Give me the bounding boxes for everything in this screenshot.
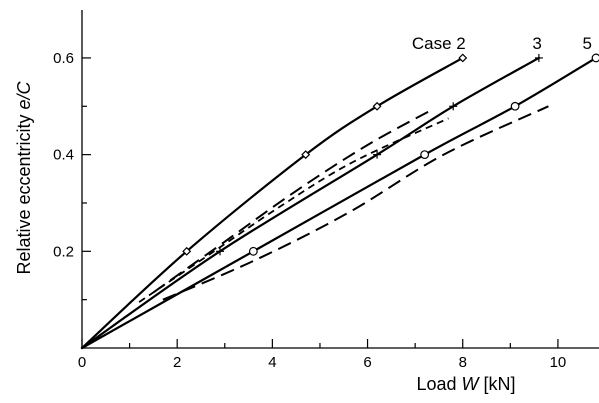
y-axis-label: Relative eccentricity e/C xyxy=(14,80,34,274)
x-axis-label-text: Load xyxy=(416,374,461,394)
y-tick-label: 0.6 xyxy=(53,50,74,67)
diamond-marker xyxy=(182,246,192,256)
diamond-marker xyxy=(458,53,468,63)
y-axis-label-symbol: e/C xyxy=(14,80,34,109)
tick-labels: 0 2 4 6 8 10 0.2 0.4 0.6 xyxy=(53,50,566,371)
x-tick-label: 4 xyxy=(268,354,276,371)
plus-marker xyxy=(534,53,543,62)
plus-marker xyxy=(216,247,225,256)
plus-marker xyxy=(449,102,458,111)
y-tick-label: 0.4 xyxy=(53,147,74,164)
x-tick-label: 10 xyxy=(550,354,567,371)
x-tick-label: 8 xyxy=(459,354,467,371)
series-labels: Case 2 3 5 xyxy=(412,34,592,53)
circle-marker xyxy=(420,150,430,160)
x-tick-label: 2 xyxy=(173,354,181,371)
dashed-curve-3 xyxy=(162,105,549,301)
x-axis-label-symbol: W xyxy=(462,374,481,394)
circle-marker xyxy=(591,53,599,63)
series-curve-2 xyxy=(80,56,540,350)
series-curve-3 xyxy=(80,56,598,350)
series-label: 3 xyxy=(532,34,541,53)
dashed-curve-2 xyxy=(138,117,449,303)
x-axis-label: Load W [kN] xyxy=(416,374,515,394)
series-label: 5 xyxy=(583,34,592,53)
diamond-marker xyxy=(372,101,382,111)
diamond-marker xyxy=(301,150,311,160)
plus-marker xyxy=(373,150,382,159)
y-axis-label-text: Relative eccentricity xyxy=(14,109,34,274)
y-tick-label: 0.2 xyxy=(53,243,74,260)
series-curve-1 xyxy=(80,56,464,350)
curves xyxy=(80,56,598,350)
x-tick-label: 0 xyxy=(78,354,86,371)
axes xyxy=(81,10,599,349)
markers xyxy=(182,53,599,256)
series-label: Case 2 xyxy=(412,34,466,53)
circle-marker xyxy=(248,246,258,256)
x-axis-label-unit: [kN] xyxy=(479,374,516,394)
dashed-curve-1 xyxy=(152,110,430,294)
x-tick-label: 6 xyxy=(363,354,371,371)
ticks xyxy=(81,57,559,348)
dashed-curves xyxy=(138,105,549,303)
circle-marker xyxy=(510,101,520,111)
